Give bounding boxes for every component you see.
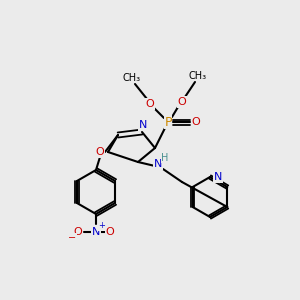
Text: O: O bbox=[146, 99, 154, 109]
Text: N: N bbox=[139, 120, 147, 130]
Text: N: N bbox=[214, 172, 222, 182]
Text: CH₃: CH₃ bbox=[123, 73, 141, 83]
Text: O: O bbox=[192, 117, 200, 127]
Text: N: N bbox=[92, 227, 100, 237]
Text: P: P bbox=[164, 116, 172, 128]
Text: +: + bbox=[99, 221, 105, 230]
Text: O: O bbox=[96, 147, 104, 157]
Text: O: O bbox=[74, 227, 82, 237]
Text: CH₃: CH₃ bbox=[189, 71, 207, 81]
Text: O: O bbox=[178, 97, 186, 107]
Text: O: O bbox=[106, 227, 114, 237]
Text: H: H bbox=[161, 153, 169, 163]
Text: −: − bbox=[68, 233, 76, 243]
Text: N: N bbox=[154, 159, 162, 169]
